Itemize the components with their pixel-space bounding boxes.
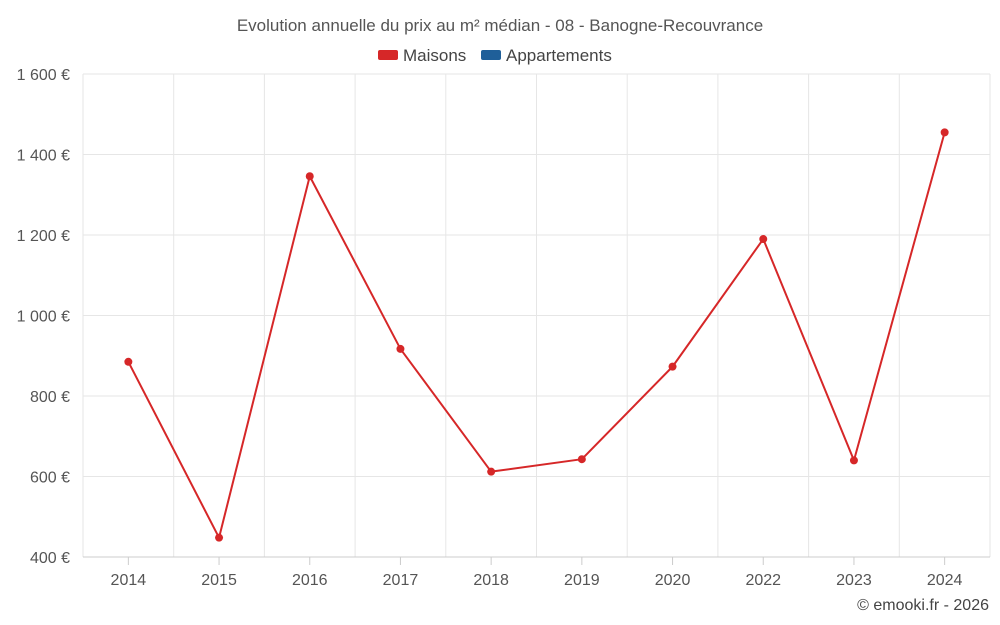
chart-title: Evolution annuelle du prix au m² médian … xyxy=(237,16,763,35)
x-tick-label: 2023 xyxy=(836,572,872,589)
legend-swatch-appartements xyxy=(481,50,501,60)
y-tick-label: 1 000 € xyxy=(17,309,70,326)
y-tick-label: 800 € xyxy=(30,389,70,406)
data-point[interactable] xyxy=(215,533,224,542)
x-tick-label: 2017 xyxy=(383,572,419,589)
series-maisons xyxy=(124,128,949,542)
data-point[interactable] xyxy=(940,128,949,137)
legend-item-appartements[interactable]: Appartements xyxy=(481,46,612,65)
x-axis-ticks: 2014 2015 2016 2017 2018 2019 2020 2022 2023 2024 xyxy=(111,557,963,589)
legend[interactable]: Maisons Appartements xyxy=(378,46,612,65)
y-tick-label: 1 200 € xyxy=(17,228,70,245)
legend-label-appartements: Appartements xyxy=(506,46,612,65)
y-axis-ticks: 400 € 600 € 800 € 1 000 € 1 200 € 1 400 € 1 60… xyxy=(17,67,70,567)
data-point[interactable] xyxy=(759,235,768,244)
legend-swatch-maisons xyxy=(378,50,398,60)
x-tick-label: 2024 xyxy=(927,572,963,589)
x-tick-label: 2014 xyxy=(111,572,147,589)
y-tick-label: 600 € xyxy=(30,470,70,487)
data-point[interactable] xyxy=(577,455,586,464)
series-line-maisons xyxy=(127,132,946,539)
data-point[interactable] xyxy=(396,344,405,353)
data-point[interactable] xyxy=(849,456,858,465)
credit-text: © emooki.fr - 2026 xyxy=(857,597,989,614)
x-tick-label: 2018 xyxy=(473,572,509,589)
x-tick-label: 2022 xyxy=(745,572,781,589)
data-point[interactable] xyxy=(487,467,496,476)
x-tick-label: 2015 xyxy=(201,572,237,589)
x-tick-label: 2019 xyxy=(564,572,600,589)
legend-label-maisons: Maisons xyxy=(403,46,466,65)
x-tick-label: 2016 xyxy=(292,572,328,589)
data-point[interactable] xyxy=(305,172,314,181)
y-tick-label: 1 400 € xyxy=(17,148,70,165)
y-tick-label: 1 600 € xyxy=(17,67,70,84)
legend-item-maisons[interactable]: Maisons xyxy=(378,46,466,65)
y-tick-label: 400 € xyxy=(30,550,70,567)
x-tick-label: 2020 xyxy=(655,572,691,589)
grid-lines xyxy=(82,73,991,557)
data-point[interactable] xyxy=(668,362,677,371)
data-point[interactable] xyxy=(124,357,133,366)
